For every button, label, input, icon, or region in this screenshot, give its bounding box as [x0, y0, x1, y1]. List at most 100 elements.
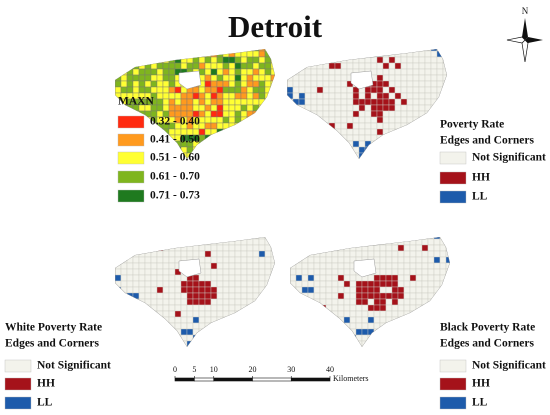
- enclave: [178, 258, 202, 278]
- cell: [385, 274, 393, 282]
- cell: [394, 68, 402, 76]
- cell: [186, 104, 194, 112]
- cell: [355, 280, 363, 288]
- cell: [343, 237, 351, 240]
- cell: [198, 146, 206, 154]
- cell: [180, 280, 188, 288]
- cell: [246, 244, 254, 252]
- cell: [316, 140, 324, 148]
- cell: [382, 62, 390, 70]
- cell: [290, 316, 297, 324]
- cell: [307, 322, 315, 330]
- cell: [421, 292, 429, 300]
- cell: [292, 104, 300, 112]
- cell: [240, 146, 248, 154]
- cell: [228, 134, 236, 142]
- cell: [391, 292, 399, 300]
- cell: [246, 68, 254, 76]
- cell: [210, 50, 218, 58]
- cell: [376, 134, 384, 142]
- cell: [210, 98, 218, 106]
- cell: [156, 256, 164, 264]
- cell: [198, 92, 206, 100]
- cell: [138, 256, 146, 264]
- cell: [322, 86, 330, 94]
- cell: [270, 80, 275, 88]
- cell: [439, 286, 447, 294]
- cell: [246, 158, 254, 159]
- cell: [132, 340, 140, 347]
- cell: [192, 340, 200, 347]
- cell: [186, 62, 194, 70]
- cell: [328, 50, 336, 58]
- cell: [204, 140, 212, 148]
- cell: [228, 104, 236, 112]
- cell: [126, 250, 134, 258]
- cell: [252, 92, 260, 100]
- cell: [292, 56, 300, 64]
- cell: [304, 110, 312, 118]
- cell: [379, 286, 387, 294]
- cell: [287, 92, 294, 100]
- cell: [234, 62, 242, 70]
- cell: [216, 310, 224, 318]
- cell: [138, 340, 146, 347]
- cell: [228, 92, 236, 100]
- cell: [270, 98, 275, 106]
- cell: [162, 92, 170, 100]
- cell: [186, 328, 194, 336]
- cell: [307, 262, 315, 270]
- cell: [156, 274, 164, 282]
- cell: [120, 268, 128, 276]
- cell: [391, 274, 399, 282]
- cell: [430, 50, 438, 58]
- cell: [174, 310, 182, 318]
- cell: [240, 49, 248, 52]
- cell: [409, 316, 417, 324]
- cell: [287, 104, 294, 112]
- cell: [391, 310, 399, 318]
- cell: [412, 104, 420, 112]
- cell: [198, 237, 206, 240]
- cell: [287, 86, 294, 94]
- cell: [340, 92, 348, 100]
- cell: [376, 56, 384, 64]
- cell: [412, 86, 420, 94]
- cell: [228, 340, 236, 347]
- cell: [162, 250, 170, 258]
- cell: [352, 104, 360, 112]
- cell: [373, 244, 381, 252]
- cell: [270, 152, 275, 159]
- cell: [400, 110, 408, 118]
- cell: [295, 262, 303, 270]
- cell: [292, 128, 300, 136]
- cell: [382, 92, 390, 100]
- cell: [290, 334, 297, 342]
- cell: [258, 322, 266, 330]
- cell: [246, 292, 254, 300]
- cell: [216, 140, 224, 148]
- cell: [385, 238, 393, 246]
- cell: [198, 128, 206, 136]
- cell: [436, 110, 444, 118]
- cell: [292, 116, 300, 124]
- cell: [403, 250, 411, 258]
- cell: [180, 304, 188, 312]
- cell: [258, 68, 266, 76]
- cell: [325, 322, 333, 330]
- cell: [174, 274, 182, 282]
- legend-label: LL: [37, 397, 53, 409]
- cell: [216, 237, 224, 240]
- cell: [228, 322, 236, 330]
- cell: [364, 116, 372, 124]
- cell: [126, 322, 134, 330]
- cell: [304, 140, 312, 148]
- cell: [144, 86, 152, 94]
- cell: [352, 56, 360, 64]
- cell: [174, 346, 182, 347]
- cell: [115, 280, 122, 288]
- cell: [264, 49, 272, 52]
- cell: [222, 316, 230, 324]
- cell: [222, 334, 230, 342]
- cell: [412, 92, 420, 100]
